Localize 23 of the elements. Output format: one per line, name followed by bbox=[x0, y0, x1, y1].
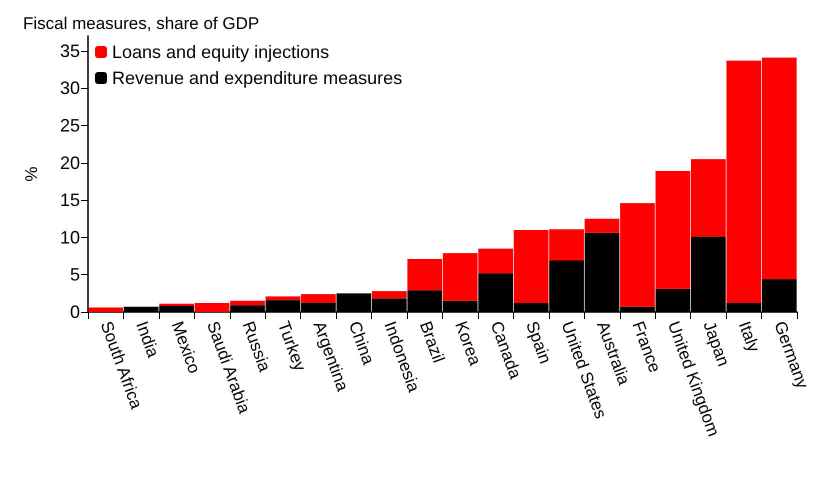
y-tick-label: 0 bbox=[70, 302, 80, 322]
x-tick-label: Italy bbox=[734, 318, 764, 356]
x-tick-label: Brazil bbox=[416, 318, 448, 366]
x-tick-label: France bbox=[628, 318, 664, 375]
chart-title: Fiscal measures, share of GDP bbox=[23, 14, 260, 33]
legend-label: Revenue and expenditure measures bbox=[112, 68, 402, 88]
y-tick-label: 5 bbox=[70, 264, 80, 285]
x-tick-label: India bbox=[132, 318, 163, 360]
x-tick-label: Turkey bbox=[274, 318, 310, 374]
y-tick-label: 25 bbox=[60, 116, 80, 136]
x-tick-label: Japan bbox=[699, 318, 734, 369]
y-tick-label: 35 bbox=[60, 40, 80, 61]
bar bbox=[372, 291, 407, 299]
y-axis-title: % bbox=[22, 166, 41, 182]
x-tick-label: China bbox=[344, 318, 378, 368]
x-tick-label: Korea bbox=[451, 318, 485, 368]
y-tick-label: 30 bbox=[60, 78, 80, 98]
bar bbox=[88, 308, 124, 312]
y-tick-label: 20 bbox=[60, 152, 80, 173]
y-tick-label: 10 bbox=[60, 227, 80, 248]
y-tick-label: 15 bbox=[60, 190, 80, 210]
x-tick-label: Mexico bbox=[168, 318, 204, 376]
legend-label: Loans and equity injections bbox=[112, 42, 330, 62]
